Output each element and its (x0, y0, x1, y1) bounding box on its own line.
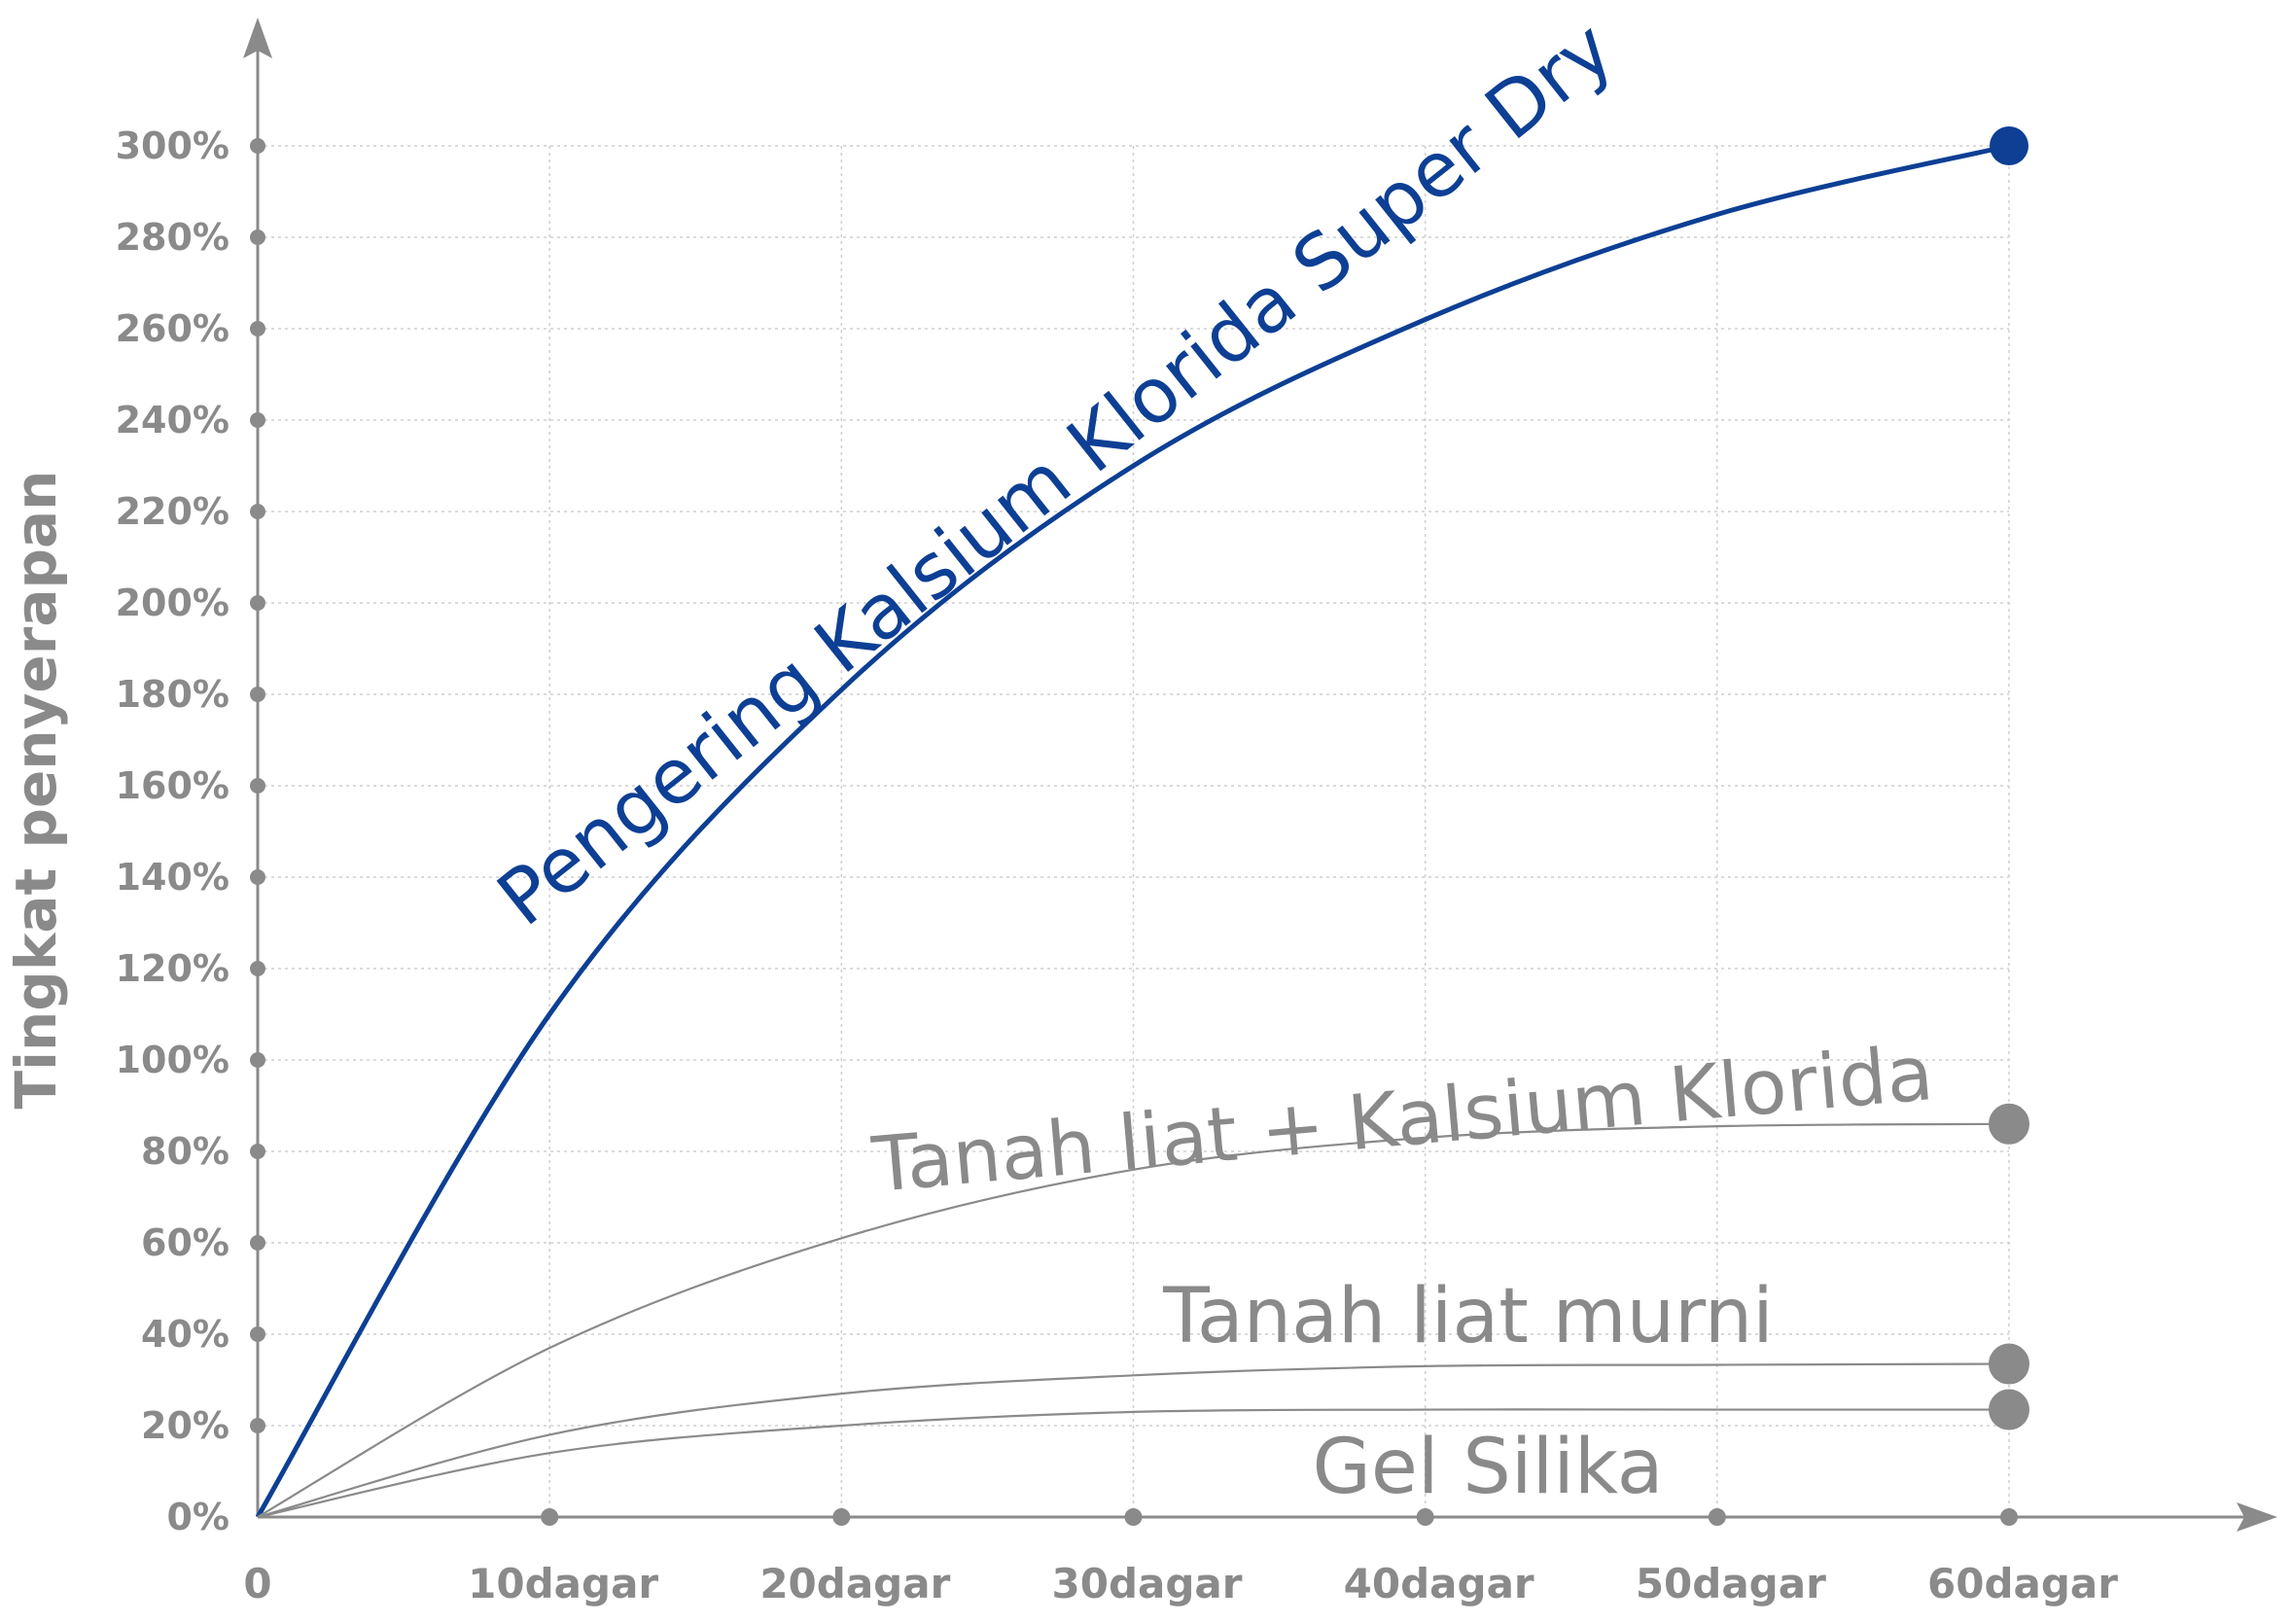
series-label: Tanah liat murni (1162, 1273, 1774, 1360)
y-axis-label: Tingkat penyerapan (3, 471, 69, 1110)
x-tick-dot (1124, 1508, 1143, 1526)
y-tick-dot (250, 321, 265, 336)
y-tick-dot (250, 1326, 265, 1342)
series-line (257, 1362, 2010, 1519)
y-tick-dot (250, 1235, 265, 1251)
x-tick-label: 30dagar (1052, 1560, 1243, 1607)
y-tick-dot (250, 504, 265, 519)
y-axis-arrow-icon (243, 18, 272, 58)
y-tick-label: 160% (116, 764, 229, 807)
y-tick-label: 40% (141, 1313, 229, 1356)
x-tick-dot (1416, 1508, 1434, 1526)
y-tick-dot (250, 961, 265, 976)
series-lines (255, 126, 2029, 1519)
y-tick-label: 60% (141, 1221, 229, 1264)
y-tick-label: 260% (116, 307, 229, 350)
x-tick-dot (1708, 1508, 1726, 1526)
series-line (255, 143, 2010, 1519)
y-tick-dot (250, 412, 265, 428)
x-tick-label: 50dagar (1636, 1560, 1826, 1607)
series-end-marker (1989, 1343, 2029, 1385)
y-tick-label: 280% (116, 216, 229, 259)
x-tick-dot (2000, 1508, 2018, 1526)
y-tick-label: 120% (116, 947, 229, 990)
axis-ticks: 0% 20% 40% 60% 80% 100% 120% 140% 160% 180% 200% 22… (116, 124, 2119, 1607)
x-axis-arrow-icon (2237, 1502, 2277, 1532)
series-end-marker (1989, 1389, 2029, 1430)
series-end-marker (1990, 126, 2028, 165)
y-tick-label: 20% (141, 1404, 229, 1447)
series-end-marker (1989, 1103, 2029, 1145)
series-line (257, 1408, 2009, 1519)
series-line (257, 1122, 2010, 1518)
y-tick-dot (250, 138, 265, 154)
x-tick-label: 40dagar (1344, 1560, 1534, 1607)
y-tick-dot (250, 595, 265, 611)
series-label: Gel Silika (1312, 1424, 1663, 1511)
y-tick-dot (250, 1052, 265, 1068)
y-tick-label: 0% (166, 1496, 229, 1538)
y-tick-label: 180% (116, 673, 229, 716)
x-tick-label: 60dagar (1927, 1560, 2118, 1607)
y-tick-label: 220% (116, 490, 229, 533)
x-tick-dot (541, 1508, 559, 1526)
y-tick-label: 240% (116, 399, 229, 441)
y-tick-label: 300% (116, 124, 229, 167)
series-label: Tanah liat + Kalsium Klorida (868, 1030, 1937, 1210)
x-tick-label: 20dagar (759, 1560, 950, 1607)
y-tick-dot (250, 687, 265, 702)
y-tick-dot (250, 229, 265, 245)
y-tick-label: 100% (116, 1039, 229, 1081)
y-tick-dot (250, 778, 265, 794)
x-tick-label: 10dagar (468, 1560, 658, 1607)
y-tick-dot (250, 869, 265, 885)
grid-lines (258, 145, 2010, 1517)
x-tick-label: 0 (243, 1560, 271, 1607)
x-tick-dot (832, 1508, 851, 1526)
y-tick-dot (250, 1418, 265, 1433)
y-tick-label: 140% (116, 856, 229, 899)
y-tick-label: 80% (141, 1130, 229, 1173)
y-tick-dot (250, 1144, 265, 1159)
y-tick-label: 200% (116, 582, 229, 624)
